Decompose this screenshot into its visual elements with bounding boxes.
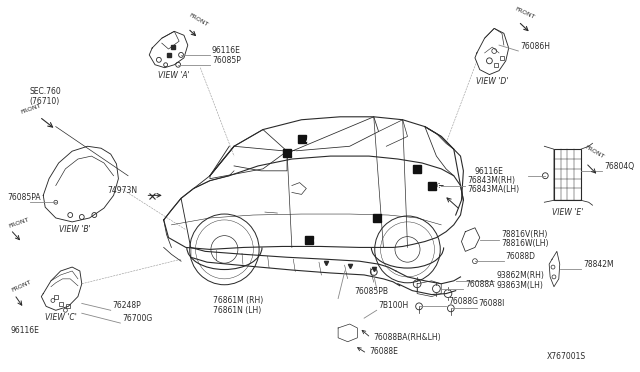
Text: 96116E: 96116E: [475, 167, 504, 176]
Text: 76088G: 76088G: [448, 297, 478, 307]
Text: FRONT: FRONT: [10, 279, 32, 293]
Text: 76085P: 76085P: [212, 56, 241, 65]
Bar: [59, 302, 63, 307]
Text: 76088D: 76088D: [506, 252, 536, 261]
Text: X767001S: X767001S: [547, 352, 586, 362]
Text: FRONT: FRONT: [188, 12, 209, 28]
Text: 76088I: 76088I: [479, 299, 505, 308]
Text: F: F: [422, 167, 427, 173]
Text: 74973N: 74973N: [107, 186, 137, 195]
Bar: [67, 304, 70, 308]
Text: 76085PA: 76085PA: [8, 193, 41, 202]
Text: 76700G: 76700G: [122, 314, 152, 323]
Bar: [500, 56, 504, 60]
Text: 78816W(LH): 78816W(LH): [501, 240, 548, 248]
Text: E: E: [436, 183, 441, 189]
Text: 76086H: 76086H: [520, 42, 550, 51]
Text: 76843M(RH): 76843M(RH): [467, 176, 515, 185]
Text: 93863M(LH): 93863M(LH): [496, 281, 543, 290]
Text: 7B100H: 7B100H: [379, 301, 409, 310]
Text: 76085PB: 76085PB: [355, 286, 388, 296]
Text: 78842M: 78842M: [583, 260, 614, 269]
Text: FRONT: FRONT: [20, 103, 42, 115]
Text: VIEW 'C': VIEW 'C': [45, 313, 77, 322]
Text: VIEW 'D': VIEW 'D': [476, 77, 509, 86]
Text: 76843MA(LH): 76843MA(LH): [467, 185, 520, 195]
Text: FRONT: FRONT: [584, 145, 605, 160]
Text: 76088BA(RH&LH): 76088BA(RH&LH): [374, 333, 442, 342]
Bar: [494, 63, 498, 67]
Text: VIEW 'A': VIEW 'A': [159, 71, 190, 80]
Bar: [54, 295, 58, 298]
Text: FRONT: FRONT: [8, 217, 29, 229]
Text: 76804Q: 76804Q: [604, 162, 634, 171]
Text: 78816V(RH): 78816V(RH): [501, 230, 547, 238]
Text: VIEW 'E': VIEW 'E': [552, 208, 583, 217]
Text: VIEW 'B': VIEW 'B': [59, 225, 91, 234]
Text: SEC.760: SEC.760: [29, 87, 61, 96]
Text: 76248P: 76248P: [113, 301, 141, 310]
Text: 76088E: 76088E: [369, 347, 398, 356]
Text: 93862M(RH): 93862M(RH): [496, 271, 544, 280]
Text: 76861M (RH): 76861M (RH): [213, 296, 263, 305]
Bar: [554, 149, 581, 200]
Text: (76710): (76710): [29, 97, 60, 106]
Text: 76088A: 76088A: [465, 280, 495, 289]
Text: 96116E: 96116E: [10, 326, 40, 335]
Text: D: D: [381, 216, 387, 222]
Text: 76861N (LH): 76861N (LH): [213, 306, 261, 315]
Text: A: A: [307, 137, 312, 143]
Text: B: B: [292, 151, 297, 157]
Text: 96116E: 96116E: [212, 46, 241, 55]
Text: FRONT: FRONT: [513, 6, 535, 20]
Text: C: C: [314, 238, 319, 244]
